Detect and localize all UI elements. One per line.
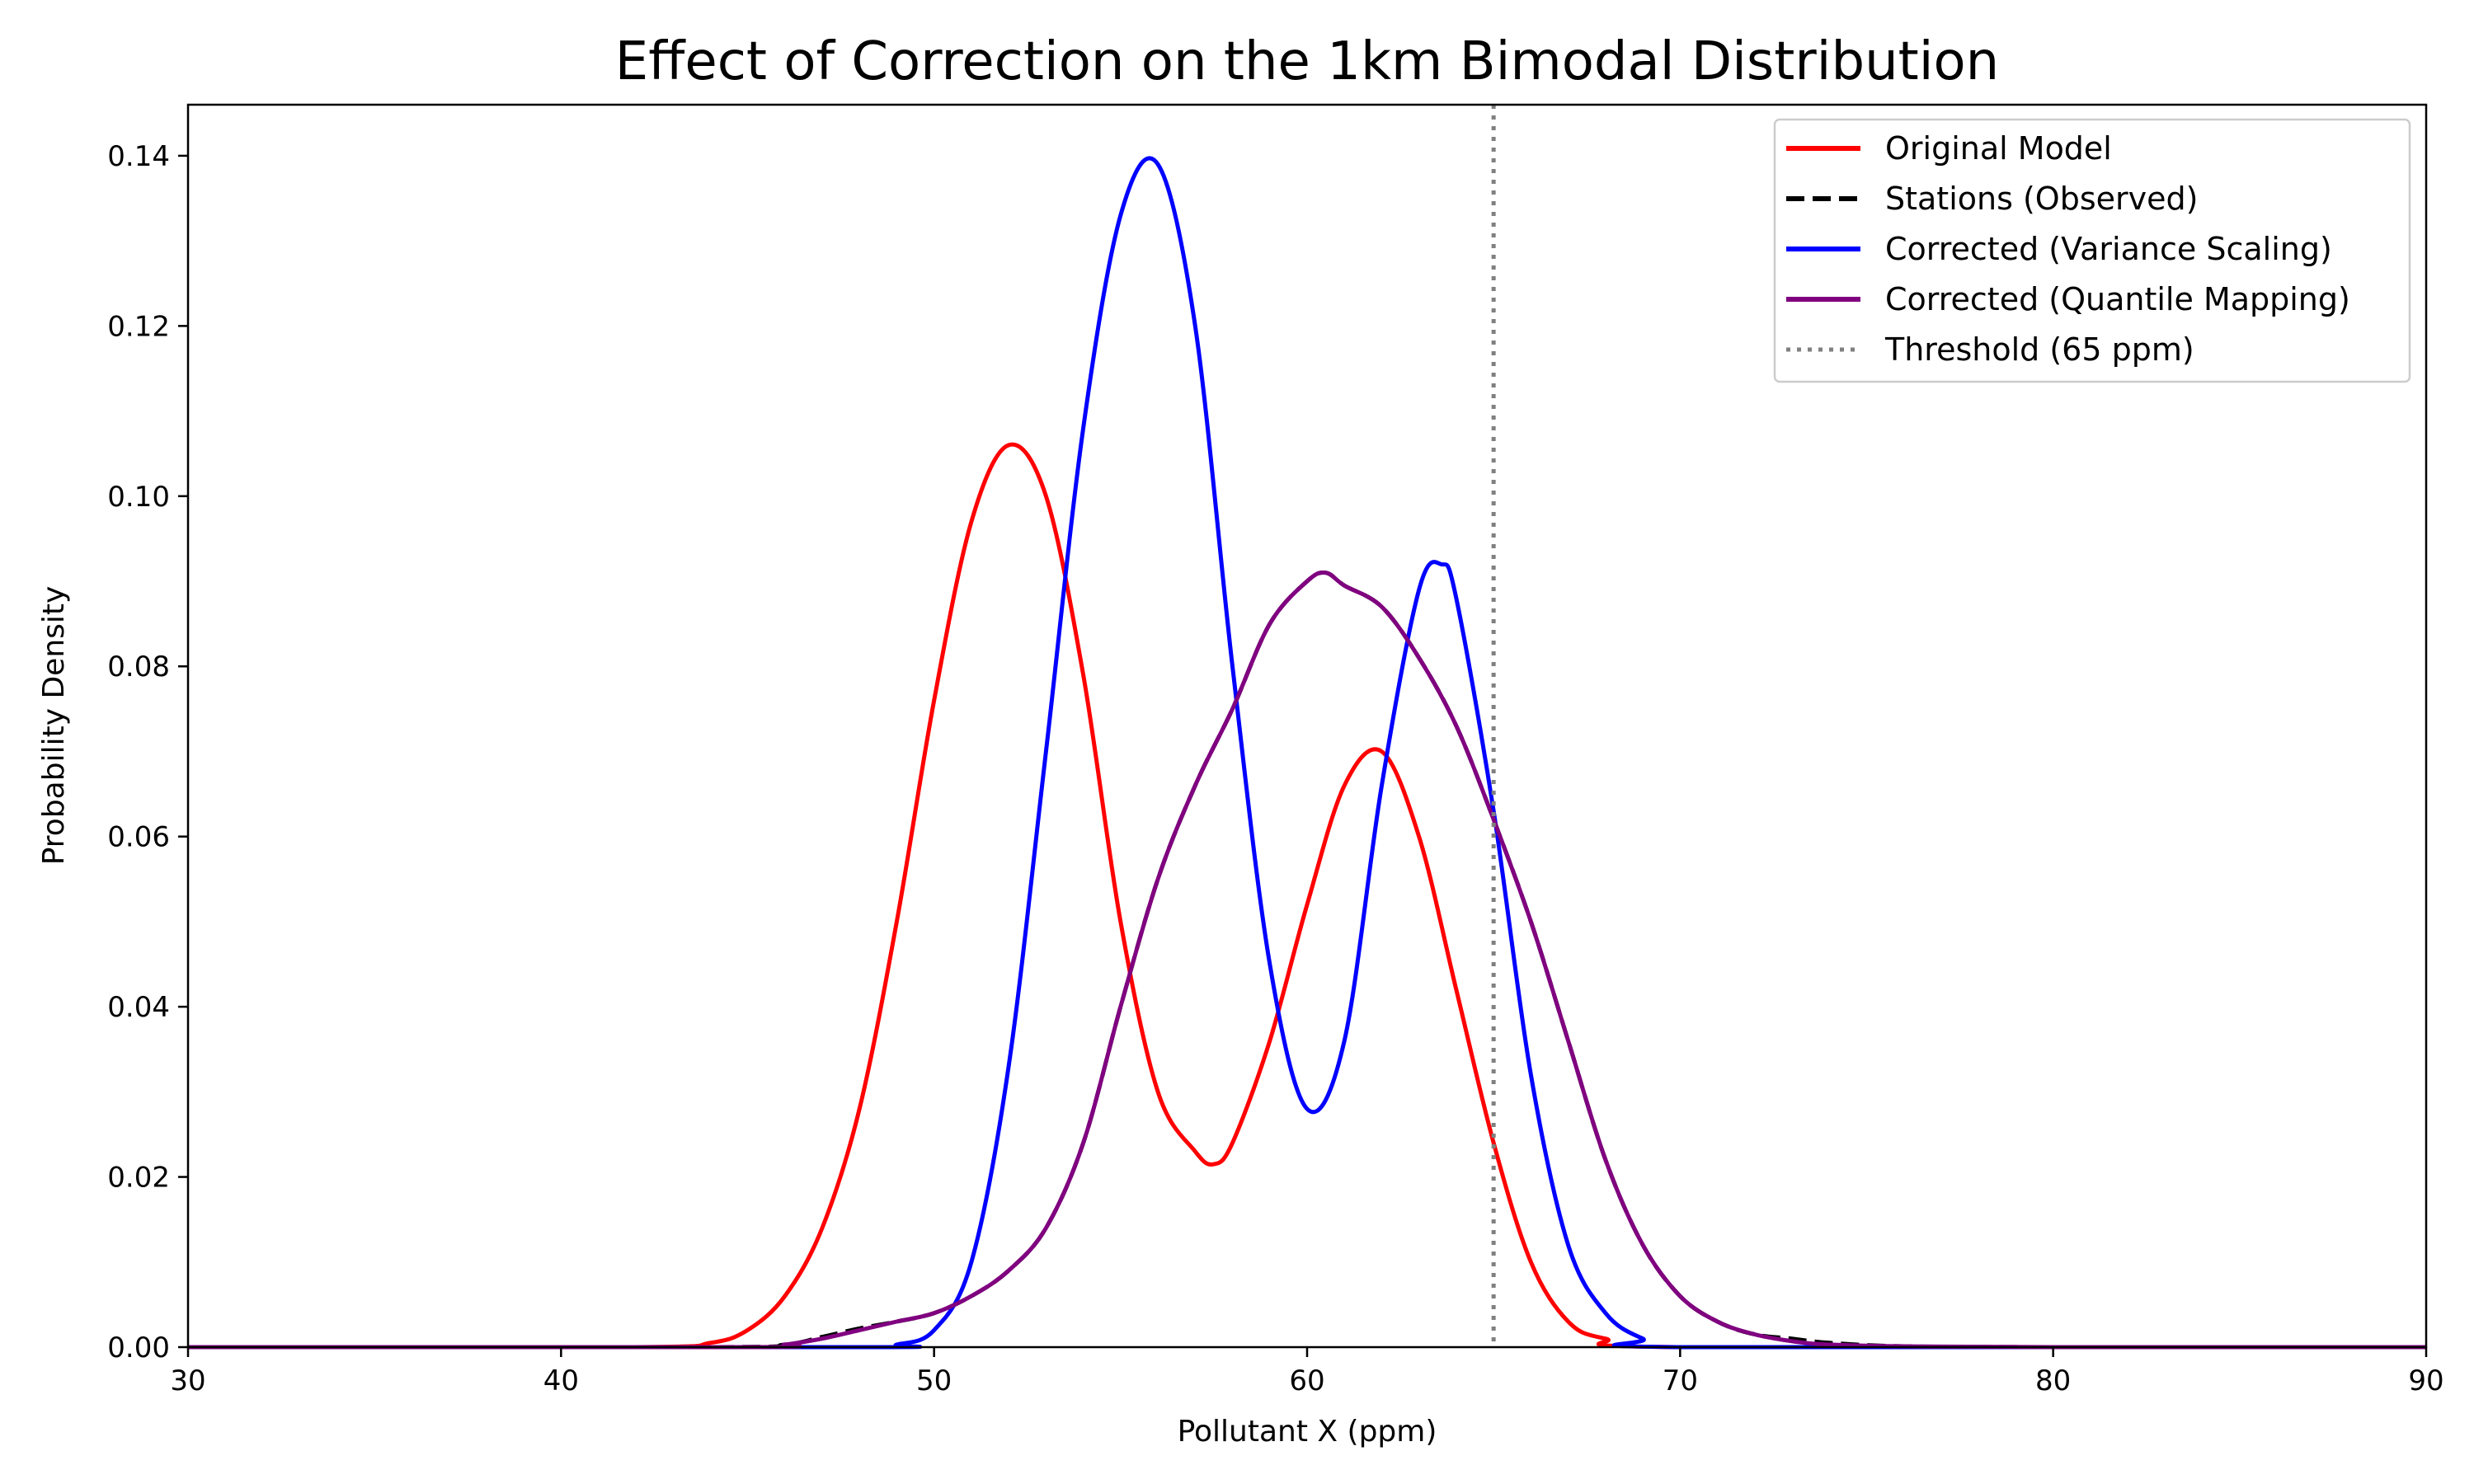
y-axis-label: Probability Density <box>37 586 71 866</box>
x-tick-label: 70 <box>1663 1364 1698 1397</box>
chart-title: Effect of Correction on the 1km Bimodal … <box>615 31 1999 92</box>
x-axis: 30 40 50 60 70 80 90 <box>170 1347 2444 1397</box>
y-tick-label: 0.08 <box>107 650 170 683</box>
x-axis-label: Pollutant X (ppm) <box>1178 1415 1437 1449</box>
y-axis: 0.00 0.02 0.04 0.06 0.08 0.10 0.12 0.14 <box>107 140 188 1364</box>
series-line-original-model <box>188 442 2426 1350</box>
y-tick-label: 0.06 <box>107 821 170 854</box>
y-tick-label: 0.02 <box>107 1162 170 1195</box>
y-tick-label: 0.14 <box>107 140 170 173</box>
y-tick-label: 0.10 <box>107 481 170 514</box>
x-tick-label: 90 <box>2408 1364 2443 1397</box>
series-line-corrected-variance-scaling <box>188 156 2426 1350</box>
plot-area <box>188 105 2426 1350</box>
legend-box <box>1773 118 2411 383</box>
x-tick-label: 30 <box>170 1364 205 1397</box>
x-tick-label: 80 <box>2035 1364 2071 1397</box>
legend-label-variance-scaling: Corrected (Variance Scaling) <box>1885 231 2332 267</box>
x-tick-label: 40 <box>543 1364 579 1397</box>
legend-label-quantile-mapping: Corrected (Quantile Mapping) <box>1885 281 2350 317</box>
x-tick-label: 60 <box>1289 1364 1324 1397</box>
y-tick-label: 0.04 <box>107 991 170 1024</box>
legend: Original Model Stations (Observed) Corre… <box>1773 118 2411 383</box>
series-line-corrected-quantile-mapping <box>188 570 2426 1350</box>
legend-label-original-model: Original Model <box>1885 130 2112 167</box>
y-tick-label: 0.12 <box>107 310 170 343</box>
y-tick-label: 0.00 <box>107 1331 170 1364</box>
legend-label-threshold: Threshold (65 ppm) <box>1884 331 2194 368</box>
legend-label-stations-observed: Stations (Observed) <box>1885 181 2198 217</box>
x-tick-label: 50 <box>916 1364 952 1397</box>
